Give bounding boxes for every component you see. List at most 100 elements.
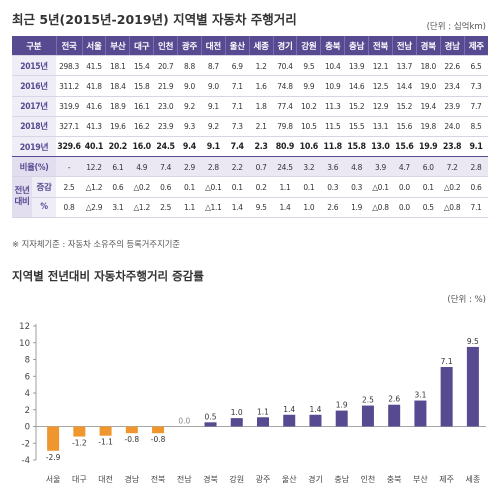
table-cell: △2.9 xyxy=(82,197,106,218)
y-tick-label: 4 xyxy=(25,389,30,399)
table-cell: 0.1 xyxy=(416,176,441,198)
table-cell: 10.6 xyxy=(296,136,321,158)
value-label: 0.0 xyxy=(178,417,190,426)
table-cell: 1.0 xyxy=(296,197,321,218)
table-cell: 1.4 xyxy=(225,197,250,218)
table-row: 2019년 329.6 40.1 20.2 16.0 24.5 9.4 9.1 7.4 2.3 80… xyxy=(12,136,488,158)
table-cell: 9.9 xyxy=(296,75,321,97)
bar xyxy=(414,400,427,427)
value-label: 1.1 xyxy=(257,407,269,416)
category-label: 광주 xyxy=(256,474,271,484)
column-header: 전남 xyxy=(391,36,417,57)
footnote: ※ 지자체기준 : 자동차 소유주의 등록거주지기준 xyxy=(12,239,180,249)
row-label: 2019년 xyxy=(12,136,57,158)
column-header: 세종 xyxy=(248,36,274,57)
table-cell: 9.1 xyxy=(201,136,226,158)
bar xyxy=(230,418,243,427)
bar xyxy=(335,410,348,427)
table-cell: 6.5 xyxy=(464,55,488,77)
mileage-table: 구분 전국 서울 부산 대구 인천 광주 대전 울산 세종 경기 강원 충북 충남 전북 전남 경북 경남 제주 … xyxy=(12,36,488,218)
table-cell: 4.9 xyxy=(129,156,154,178)
table-cell: 10.9 xyxy=(320,75,345,97)
table-cell: 7.4 xyxy=(225,136,250,158)
column-header: 경기 xyxy=(272,36,297,57)
table-cell: △0.8 xyxy=(440,197,465,218)
column-header: 대전 xyxy=(200,36,226,57)
table-cell: 4.8 xyxy=(344,156,369,178)
column-header: 서울 xyxy=(81,36,106,57)
table-cell: 2.5 xyxy=(153,197,178,218)
table-cell: 23.4 xyxy=(440,75,465,97)
row-label: 2017년 xyxy=(12,96,57,117)
bar xyxy=(99,426,112,436)
table-cell: 20.7 xyxy=(153,55,178,77)
category-label: 충남 xyxy=(334,475,349,484)
table-cell: 41.8 xyxy=(82,75,106,97)
category-label: 전북 xyxy=(151,474,166,484)
table-cell: 15.5 xyxy=(344,116,369,137)
chart-title: 지역별 전년대비 자동차주행거리 증감률 xyxy=(12,269,204,283)
table-cell: △0.1 xyxy=(201,176,226,198)
table-cell: 3.1 xyxy=(105,197,130,218)
table-cell: 7.3 xyxy=(225,116,250,137)
table-cell: 9.1 xyxy=(201,96,226,117)
bar xyxy=(309,414,322,427)
row-label: 비율(%) xyxy=(12,156,57,178)
table-cell: 74.8 xyxy=(273,75,297,97)
table-cell: 24.0 xyxy=(440,116,465,137)
table-row-change: 전년 대비 증감 2.5 △1.2 0.6 △0.2 0.6 0.1 △0.1 0.1 0.2 1.1… xyxy=(12,176,488,218)
table-cell: 7.4 xyxy=(153,156,178,178)
category-label: 경남 xyxy=(124,474,139,484)
table-cell: 0.1 xyxy=(177,176,202,198)
table-cell: 15.4 xyxy=(129,55,154,77)
column-header: 경북 xyxy=(415,36,441,57)
table-cell: 19.0 xyxy=(416,75,441,97)
bar xyxy=(388,404,401,427)
table-cell: △0.1 xyxy=(368,176,393,198)
table-cell: 12.5 xyxy=(368,75,393,97)
value-label: -1.2 xyxy=(72,439,87,448)
table-row: 2016년 311.2 41.8 18.4 15.8 21.9 9.0 9.0 7.1 1.6 74… xyxy=(12,75,488,97)
category-label: 강원 xyxy=(229,474,244,484)
column-header: 광주 xyxy=(177,36,202,57)
column-header: 인천 xyxy=(153,36,178,57)
table-cell: 21.9 xyxy=(153,75,178,97)
table-cell: 3.2 xyxy=(296,156,321,178)
table-row: 2017년 319.9 41.6 18.9 16.1 23.0 9.2 9.1 7.1 1.8 77… xyxy=(12,96,488,117)
table-cell: 1.2 xyxy=(249,55,274,77)
table-cell: 9.0 xyxy=(201,75,226,97)
table-cell: 2.8 xyxy=(464,156,488,178)
value-label: 1.4 xyxy=(310,405,322,414)
table-cell: 77.4 xyxy=(273,96,297,117)
table-cell: 7.1 xyxy=(225,96,250,117)
table-cell: 0.2 xyxy=(249,176,274,198)
row-label: 2015년 xyxy=(12,55,57,77)
table-cell: 319.9 xyxy=(56,96,83,117)
table-cell: 0.5 xyxy=(416,197,441,218)
table-cell: 13.0 xyxy=(368,136,393,158)
table-cell: 0.6 xyxy=(464,176,488,198)
table-cell: 19.4 xyxy=(416,96,441,117)
table-cell: 18.0 xyxy=(416,55,441,77)
table-cell: 1.8 xyxy=(249,96,274,117)
table-cell: 15.8 xyxy=(129,75,154,97)
table-cell: 2.9 xyxy=(177,156,202,178)
table-cell: 40.1 xyxy=(82,136,106,158)
table-cell: 1.4 xyxy=(273,197,297,218)
column-header: 부산 xyxy=(105,36,130,57)
table-cell: 0.1 xyxy=(225,176,250,198)
y-tick-label: -4 xyxy=(22,456,30,466)
table-cell: 9.4 xyxy=(177,136,202,158)
table-cell: 12.2 xyxy=(82,156,106,178)
table-cell: 7.1 xyxy=(464,197,488,218)
table-cell: 14.4 xyxy=(392,75,417,97)
table-cell: 2.3 xyxy=(249,136,274,158)
y-tick-label: 6 xyxy=(25,372,30,382)
column-header: 경남 xyxy=(439,36,465,57)
table-cell: 22.6 xyxy=(440,55,465,77)
column-header: 대구 xyxy=(129,36,154,57)
table-row: 2018년 327.1 41.3 19.6 16.2 23.9 9.3 9.2 7.3 2.1 79… xyxy=(12,116,488,137)
bar xyxy=(440,367,453,427)
table-cell: 0.8 xyxy=(56,197,83,218)
table-cell: △1.2 xyxy=(82,176,106,198)
